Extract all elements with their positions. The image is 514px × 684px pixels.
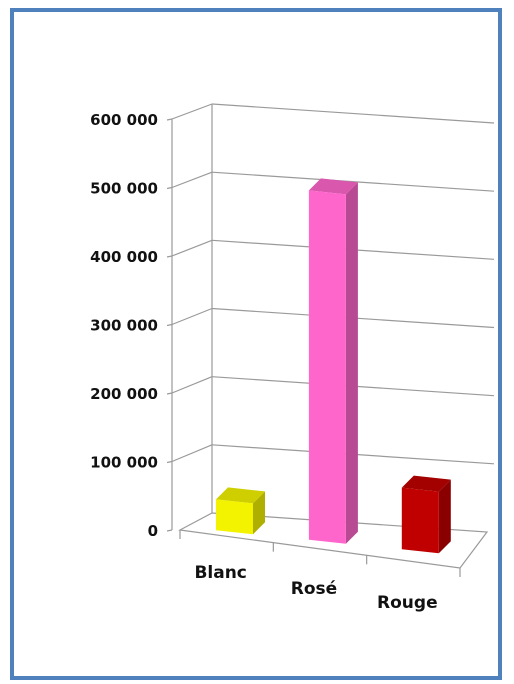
bar-top [308, 178, 358, 195]
category-label: Rouge [377, 593, 438, 613]
gridline-side-3 [171, 307, 213, 326]
category-label: Blanc [194, 563, 246, 583]
gridline-5 [211, 171, 495, 192]
bar-top [401, 475, 451, 492]
y-tick-label: 500 000 [90, 180, 158, 198]
bars [216, 178, 451, 554]
y-tick-label: 600 000 [90, 111, 158, 129]
y-tick-label: 0 [148, 522, 158, 540]
category-labels: Blanc Rosé Rouge [194, 563, 437, 613]
y-tick-mark-3 [166, 323, 173, 327]
bar-top [216, 487, 265, 504]
gridline-side-2 [171, 376, 213, 394]
y-tick-mark-0 [166, 529, 173, 532]
category-label: Rosé [291, 579, 337, 599]
bar-side [253, 491, 265, 535]
bar [401, 487, 439, 554]
bar [308, 190, 346, 544]
bar-side [438, 479, 451, 554]
bar [216, 499, 253, 535]
y-tick-label: 400 000 [90, 248, 158, 266]
y-tick-labels: 0 100 000 200 000 300 000 400 000 500 000 600 … [90, 111, 158, 540]
y-tick-mark-4 [166, 255, 173, 258]
y-tick-label: 100 000 [90, 454, 158, 472]
gridline-side-1 [171, 444, 213, 463]
gridline-6 [211, 103, 495, 124]
gridline-side-6 [171, 103, 213, 120]
gridline-side-4 [171, 239, 213, 257]
y-tick-mark-6 [166, 118, 173, 121]
y-tick-mark-5 [166, 186, 173, 190]
bar-side [345, 182, 358, 544]
y-tick-mark-2 [166, 392, 173, 395]
y-tick-mark-1 [166, 460, 173, 464]
y-tick-label: 300 000 [90, 317, 158, 335]
chart-frame [10, 8, 502, 680]
gridline-side-5 [171, 171, 213, 189]
y-tick-label: 200 000 [90, 385, 158, 403]
